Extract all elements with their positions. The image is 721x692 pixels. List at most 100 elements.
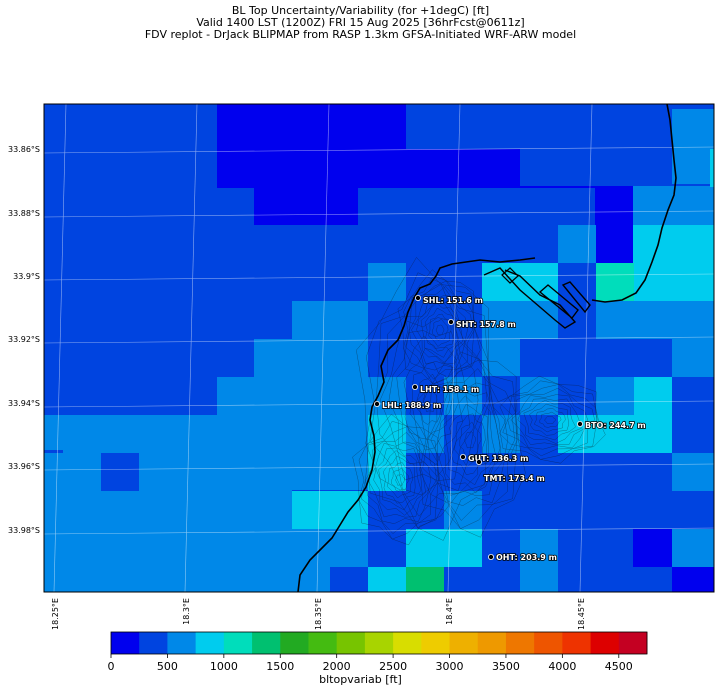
lon-label: 18.25°E [51, 598, 60, 630]
contour-line [358, 420, 439, 540]
value-cell [368, 263, 406, 301]
longitude-line [53, 104, 67, 592]
latitude-line [44, 210, 714, 218]
lon-label: 18.3°E [182, 598, 191, 625]
contour-line [459, 421, 482, 458]
site-marker [577, 420, 584, 427]
colorbar-swatch [364, 632, 394, 654]
contour-line [361, 426, 439, 534]
value-cell [672, 109, 714, 184]
colorbar-swatch [421, 632, 450, 654]
site-marker [487, 554, 494, 561]
value-cell [330, 567, 368, 592]
value-cell [558, 415, 672, 453]
value-cells [44, 104, 714, 592]
lon-label: 18.4°E [445, 598, 454, 625]
colorbar-tick-label: 1500 [266, 660, 294, 673]
colorbar-tick-label: 3000 [436, 660, 464, 673]
title-line-1: BL Top Uncertainty/Variability (for +1de… [231, 4, 490, 17]
coastline [297, 257, 536, 592]
value-cell [710, 149, 714, 187]
contour-line [533, 408, 566, 433]
contour-line [523, 400, 576, 441]
value-cell [292, 529, 330, 592]
contour-line [416, 300, 464, 363]
lon-label: 18.35°E [314, 598, 323, 630]
harbour-dock [501, 267, 519, 284]
colorbar-swatch [308, 632, 338, 654]
value-cell [482, 263, 558, 301]
value-cell [44, 453, 101, 592]
colorbar-tick-label: 0 [108, 660, 115, 673]
value-cell [292, 377, 368, 490]
contour-line [491, 375, 606, 464]
lat-label: 33.94°S [8, 399, 40, 408]
colorbar-frame [110, 631, 648, 655]
contour-line [428, 313, 452, 347]
lat-label: 33.92°S [8, 335, 40, 344]
colorbar-swatch [111, 632, 140, 654]
longitude-labels: 18.25°E 18.3°E 18.35°E 18.4°E 18.45°E [51, 598, 586, 630]
colorbar-swatch [139, 632, 168, 654]
lat-label: 33.96°S [8, 462, 40, 471]
contour-line [403, 347, 454, 451]
longitude-line [184, 104, 198, 592]
contour-line [411, 294, 468, 365]
latitude-line [44, 336, 714, 344]
value-cell [139, 453, 217, 592]
contour-line [405, 280, 475, 380]
value-cell [101, 491, 139, 592]
value-cell [558, 225, 596, 263]
harbour-pier [561, 281, 591, 314]
value-cell [254, 185, 358, 225]
longitude-line [447, 104, 461, 592]
site-marker [373, 400, 380, 407]
contour-line [386, 462, 413, 499]
lat-label: 33.9°S [13, 272, 40, 281]
value-cell [44, 415, 63, 450]
contour-line [352, 413, 446, 546]
contour-line [517, 398, 582, 444]
contour-line [435, 324, 445, 336]
site-marker [411, 383, 418, 390]
value-cell [44, 104, 217, 415]
contour-line [544, 416, 556, 424]
contour-line [396, 335, 463, 466]
title-line-3: FDV replot - DrJack BLIPMAP from RASP 1.… [144, 28, 577, 41]
colorbar-tick-label: 4000 [548, 660, 576, 673]
latitude-line [44, 146, 714, 154]
value-cell [633, 225, 714, 301]
colorbar [110, 631, 648, 655]
map-frame [43, 103, 715, 593]
contour-line [356, 257, 501, 541]
site-marker [459, 453, 466, 460]
value-cell [520, 529, 558, 592]
contour-line [422, 359, 518, 521]
value-cell [292, 301, 368, 377]
harbour-breakwater [483, 267, 579, 329]
site-marker [447, 318, 454, 325]
contour-line [449, 403, 489, 475]
lat-label: 33.86°S [8, 145, 40, 154]
contour-line [529, 403, 569, 436]
lon-label: 18.45°E [577, 598, 586, 630]
colorbar-swatch [618, 632, 648, 654]
colorbar-tick-label: 2000 [323, 660, 351, 673]
value-cell [330, 529, 368, 567]
contour-line [424, 307, 454, 352]
longitude-line [579, 104, 593, 592]
contour-line [510, 394, 589, 446]
colorbar-tick-label: 3500 [492, 660, 520, 673]
colorbar-swatch [167, 632, 197, 654]
map-plot-area: SHL: 151.6 m SHT: 157.8 m LHT: 158.1 m LHL:… [44, 104, 714, 592]
site-label: BTO: 244.7 m [585, 421, 646, 430]
contour-line [382, 455, 416, 504]
value-cell [672, 529, 714, 567]
site-marker [475, 458, 482, 465]
map-title: BL Top Uncertainty/Variability (for +1de… [0, 5, 721, 41]
latitude-line [44, 273, 714, 281]
site-marker [414, 294, 421, 301]
value-cell [292, 491, 368, 529]
colorbar-ticks: 0 500 1000 1500 2000 2500 3000 3500 4000 4500 [108, 654, 633, 673]
value-cell [520, 301, 558, 339]
